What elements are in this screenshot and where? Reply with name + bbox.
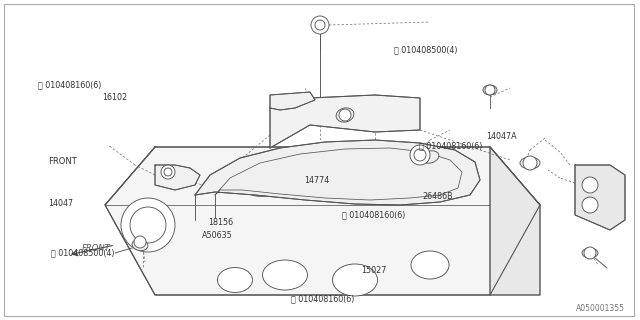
- Polygon shape: [270, 92, 315, 110]
- Ellipse shape: [245, 174, 285, 196]
- Circle shape: [582, 197, 598, 213]
- Circle shape: [523, 156, 537, 170]
- Text: FRONT: FRONT: [48, 157, 77, 166]
- Ellipse shape: [262, 260, 307, 290]
- Polygon shape: [105, 147, 540, 295]
- Ellipse shape: [582, 248, 598, 258]
- Text: 14774: 14774: [304, 176, 329, 185]
- Circle shape: [315, 20, 325, 30]
- Circle shape: [164, 168, 172, 176]
- Ellipse shape: [426, 172, 464, 194]
- Text: Ⓑ 010408160(6): Ⓑ 010408160(6): [419, 141, 483, 150]
- Polygon shape: [575, 165, 625, 230]
- Text: 15027: 15027: [362, 266, 387, 275]
- Circle shape: [130, 207, 166, 243]
- Polygon shape: [490, 147, 540, 295]
- Ellipse shape: [336, 108, 354, 122]
- Text: Ⓑ 010408500(4): Ⓑ 010408500(4): [394, 45, 457, 54]
- Text: A050001355: A050001355: [576, 304, 625, 313]
- Text: Ⓑ 010408160(6): Ⓑ 010408160(6): [342, 210, 406, 219]
- Ellipse shape: [520, 157, 540, 169]
- Polygon shape: [195, 140, 480, 205]
- Ellipse shape: [132, 239, 148, 251]
- Circle shape: [161, 165, 175, 179]
- Circle shape: [485, 85, 495, 95]
- Text: A50635: A50635: [202, 231, 232, 240]
- Circle shape: [121, 198, 175, 252]
- Text: Ⓑ 010408500(4): Ⓑ 010408500(4): [51, 248, 115, 257]
- Polygon shape: [155, 165, 200, 190]
- Ellipse shape: [411, 251, 449, 279]
- Ellipse shape: [483, 85, 497, 95]
- Text: 14047A: 14047A: [486, 132, 517, 140]
- Text: Ⓑ 010408160(6): Ⓑ 010408160(6): [291, 295, 355, 304]
- Ellipse shape: [370, 167, 410, 189]
- Text: 18156: 18156: [208, 218, 233, 227]
- Ellipse shape: [218, 268, 253, 292]
- Circle shape: [311, 16, 329, 34]
- Circle shape: [582, 177, 598, 193]
- Circle shape: [584, 247, 596, 259]
- Circle shape: [134, 236, 146, 248]
- Circle shape: [339, 109, 351, 121]
- Polygon shape: [270, 95, 420, 148]
- Text: FRONT: FRONT: [82, 244, 111, 252]
- Circle shape: [410, 145, 430, 165]
- Text: 16102: 16102: [102, 93, 127, 102]
- Text: Ⓑ 010408160(6): Ⓑ 010408160(6): [38, 80, 102, 89]
- Ellipse shape: [421, 151, 439, 163]
- Ellipse shape: [309, 167, 351, 189]
- Text: 14047: 14047: [48, 199, 73, 208]
- Ellipse shape: [333, 264, 378, 296]
- Text: 26486B: 26486B: [422, 192, 453, 201]
- Circle shape: [414, 149, 426, 161]
